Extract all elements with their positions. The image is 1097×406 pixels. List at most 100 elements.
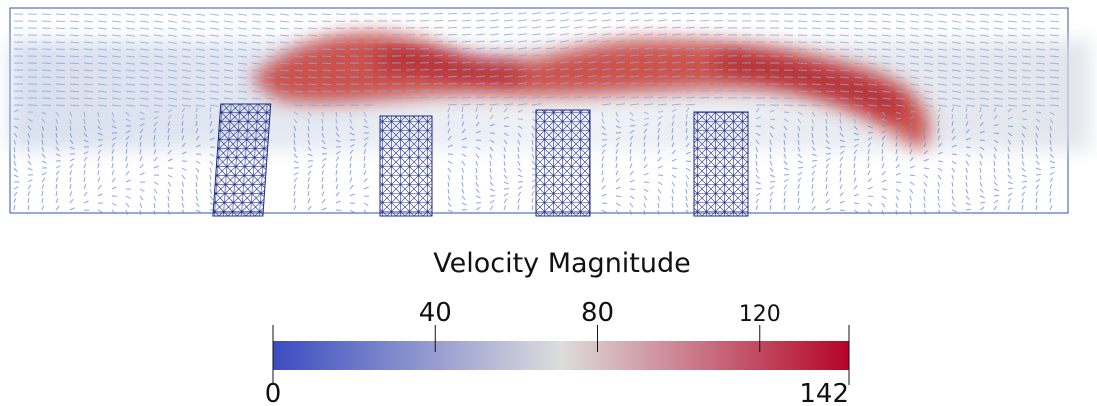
arrow (447, 68, 458, 71)
arrow (97, 20, 108, 23)
arrow (853, 83, 863, 86)
arrow (475, 54, 486, 57)
arrow (1007, 83, 1017, 86)
arrow (895, 117, 902, 120)
arrow (209, 83, 219, 86)
arrow (1049, 41, 1060, 44)
arrow (251, 97, 261, 100)
arrow (125, 195, 131, 199)
arrow (881, 118, 887, 122)
arrow (909, 55, 919, 58)
arrow (139, 20, 149, 23)
arrow (937, 135, 941, 141)
arrow (209, 69, 219, 72)
arrow (867, 83, 877, 86)
arrow (195, 195, 199, 201)
arrow (13, 167, 18, 173)
arrow (755, 160, 758, 166)
arrow (629, 118, 635, 122)
arrow (111, 41, 121, 44)
arrow (13, 146, 16, 153)
arrow (1021, 174, 1027, 178)
arrow (209, 121, 213, 127)
arrow (979, 122, 984, 127)
arrow (573, 47, 583, 50)
arrow (55, 132, 58, 139)
arrow (111, 137, 117, 141)
arrow (293, 132, 296, 139)
arrow (895, 128, 900, 134)
arrow (293, 198, 296, 204)
arrow (909, 134, 912, 141)
arrow (895, 111, 901, 115)
arrow (657, 19, 668, 22)
arrow (839, 156, 844, 162)
arrow (447, 167, 452, 173)
arrow (489, 123, 495, 127)
arrow (671, 108, 677, 113)
arrow (993, 132, 1000, 135)
arrow (153, 128, 157, 134)
arrow (853, 177, 857, 183)
arrow (181, 55, 191, 58)
arrow (321, 139, 326, 145)
arrow (517, 26, 527, 29)
arrow (853, 209, 859, 214)
arrow (629, 96, 639, 99)
arrow (69, 13, 80, 16)
arrow (559, 47, 569, 50)
arrow (979, 174, 982, 180)
arrow (951, 20, 961, 23)
arrow (517, 82, 527, 85)
arrow (321, 76, 332, 79)
arrow (545, 26, 555, 29)
arrow (881, 171, 886, 176)
arrow (489, 107, 493, 113)
arrow (853, 143, 859, 148)
arrow (1007, 187, 1014, 190)
arrow (643, 122, 649, 127)
arrow (993, 188, 999, 192)
arrow (1035, 69, 1046, 72)
arrow (447, 181, 450, 188)
arrow (811, 104, 822, 107)
arrow (461, 68, 472, 71)
arrow (979, 48, 989, 51)
arrow (937, 34, 947, 37)
arrow (1035, 76, 1046, 79)
arrow (83, 132, 88, 138)
arrow (363, 202, 369, 207)
arrow (895, 188, 901, 193)
arrow (811, 183, 814, 190)
arrow (615, 89, 625, 92)
arrow (237, 76, 247, 79)
arrow (293, 69, 304, 72)
arrow (811, 206, 816, 211)
arrow (825, 27, 836, 30)
arrow (195, 167, 200, 173)
arrow (195, 83, 205, 86)
arrow (111, 97, 121, 100)
arrow (671, 61, 682, 64)
arrow (1049, 13, 1060, 16)
arrow (475, 130, 481, 134)
arrow (307, 41, 318, 44)
arrow (951, 41, 961, 44)
arrow (531, 153, 535, 159)
arrow (83, 191, 88, 197)
arrow (657, 61, 668, 64)
arrow (167, 104, 177, 107)
arrow (965, 202, 971, 206)
arrow (839, 76, 850, 79)
arrow (181, 20, 191, 23)
arrow (531, 54, 541, 57)
arrow (447, 12, 458, 15)
arrow (811, 198, 815, 204)
arrow (475, 153, 480, 159)
arrow (909, 83, 919, 86)
arrow (475, 68, 486, 71)
arrow (895, 122, 901, 127)
arrow (335, 177, 338, 183)
arrow (111, 104, 121, 107)
